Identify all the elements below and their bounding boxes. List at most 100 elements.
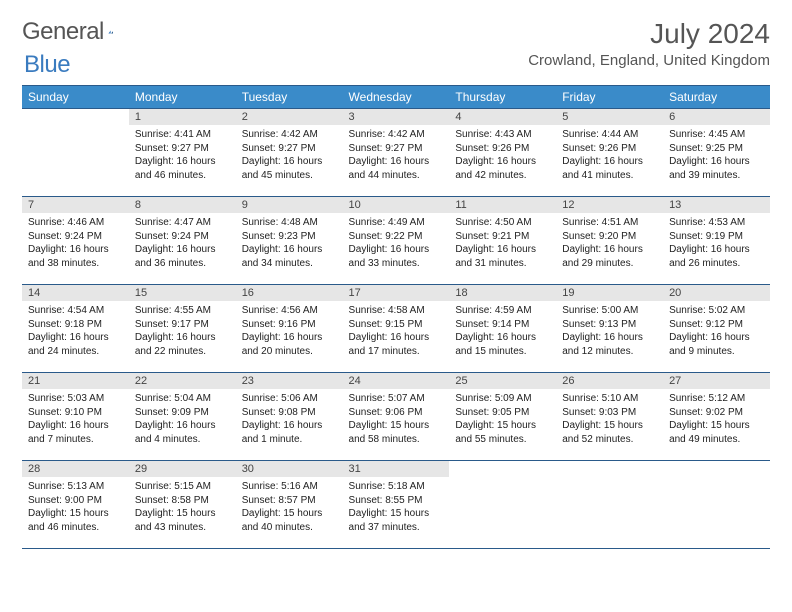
sunset-text: Sunset: 9:23 PM xyxy=(242,230,337,244)
daylight-line1: Daylight: 16 hours xyxy=(242,155,337,169)
day-cell: 4Sunrise: 4:43 AMSunset: 9:26 PMDaylight… xyxy=(449,109,556,197)
sunrise-text: Sunrise: 5:07 AM xyxy=(349,392,444,406)
sunset-text: Sunset: 9:09 PM xyxy=(135,406,230,420)
day-details: Sunrise: 5:13 AMSunset: 9:00 PMDaylight:… xyxy=(22,477,129,538)
daylight-line1: Daylight: 15 hours xyxy=(242,507,337,521)
day-cell: 2Sunrise: 4:42 AMSunset: 9:27 PMDaylight… xyxy=(236,109,343,197)
day-details: Sunrise: 4:47 AMSunset: 9:24 PMDaylight:… xyxy=(129,213,236,274)
sunrise-text: Sunrise: 4:59 AM xyxy=(455,304,550,318)
daylight-line1: Daylight: 16 hours xyxy=(28,243,123,257)
day-number: 5 xyxy=(556,109,663,125)
day-cell: 3Sunrise: 4:42 AMSunset: 9:27 PMDaylight… xyxy=(343,109,450,197)
col-monday: Monday xyxy=(129,86,236,109)
daylight-line2: and 20 minutes. xyxy=(242,345,337,359)
daylight-line2: and 38 minutes. xyxy=(28,257,123,271)
daylight-line2: and 43 minutes. xyxy=(135,521,230,535)
day-details: Sunrise: 5:07 AMSunset: 9:06 PMDaylight:… xyxy=(343,389,450,450)
day-details: Sunrise: 5:03 AMSunset: 9:10 PMDaylight:… xyxy=(22,389,129,450)
calendar-table: Sunday Monday Tuesday Wednesday Thursday… xyxy=(22,85,770,549)
daylight-line2: and 29 minutes. xyxy=(562,257,657,271)
day-cell: 6Sunrise: 4:45 AMSunset: 9:25 PMDaylight… xyxy=(663,109,770,197)
day-number: 7 xyxy=(22,197,129,213)
logo: General xyxy=(22,18,140,46)
day-cell: 14Sunrise: 4:54 AMSunset: 9:18 PMDayligh… xyxy=(22,285,129,373)
sunrise-text: Sunrise: 5:12 AM xyxy=(669,392,764,406)
daylight-line1: Daylight: 16 hours xyxy=(242,419,337,433)
sunrise-text: Sunrise: 5:16 AM xyxy=(242,480,337,494)
day-cell: 28Sunrise: 5:13 AMSunset: 9:00 PMDayligh… xyxy=(22,461,129,549)
day-details: Sunrise: 5:02 AMSunset: 9:12 PMDaylight:… xyxy=(663,301,770,362)
sunset-text: Sunset: 9:22 PM xyxy=(349,230,444,244)
day-details: Sunrise: 4:58 AMSunset: 9:15 PMDaylight:… xyxy=(343,301,450,362)
daylight-line1: Daylight: 15 hours xyxy=(349,419,444,433)
daylight-line1: Daylight: 15 hours xyxy=(455,419,550,433)
daylight-line1: Daylight: 16 hours xyxy=(669,331,764,345)
sunrise-text: Sunrise: 5:06 AM xyxy=(242,392,337,406)
day-details: Sunrise: 4:53 AMSunset: 9:19 PMDaylight:… xyxy=(663,213,770,274)
sunrise-text: Sunrise: 4:51 AM xyxy=(562,216,657,230)
sunset-text: Sunset: 9:02 PM xyxy=(669,406,764,420)
sunrise-text: Sunrise: 4:44 AM xyxy=(562,128,657,142)
sunset-text: Sunset: 9:12 PM xyxy=(669,318,764,332)
col-wednesday: Wednesday xyxy=(343,86,450,109)
sunset-text: Sunset: 9:27 PM xyxy=(135,142,230,156)
sunset-text: Sunset: 8:55 PM xyxy=(349,494,444,508)
day-number: 13 xyxy=(663,197,770,213)
day-number: 23 xyxy=(236,373,343,389)
sunrise-text: Sunrise: 4:48 AM xyxy=(242,216,337,230)
sunset-text: Sunset: 9:00 PM xyxy=(28,494,123,508)
day-cell: 29Sunrise: 5:15 AMSunset: 8:58 PMDayligh… xyxy=(129,461,236,549)
day-header-row: Sunday Monday Tuesday Wednesday Thursday… xyxy=(22,86,770,109)
daylight-line2: and 12 minutes. xyxy=(562,345,657,359)
daylight-line2: and 52 minutes. xyxy=(562,433,657,447)
day-number: 29 xyxy=(129,461,236,477)
day-details: Sunrise: 4:45 AMSunset: 9:25 PMDaylight:… xyxy=(663,125,770,186)
sunset-text: Sunset: 8:58 PM xyxy=(135,494,230,508)
day-details: Sunrise: 4:59 AMSunset: 9:14 PMDaylight:… xyxy=(449,301,556,362)
sunrise-text: Sunrise: 4:50 AM xyxy=(455,216,550,230)
day-number: 26 xyxy=(556,373,663,389)
col-friday: Friday xyxy=(556,86,663,109)
day-number: 19 xyxy=(556,285,663,301)
day-cell: 12Sunrise: 4:51 AMSunset: 9:20 PMDayligh… xyxy=(556,197,663,285)
day-cell: 30Sunrise: 5:16 AMSunset: 8:57 PMDayligh… xyxy=(236,461,343,549)
sunrise-text: Sunrise: 5:10 AM xyxy=(562,392,657,406)
sunrise-text: Sunrise: 4:49 AM xyxy=(349,216,444,230)
daylight-line1: Daylight: 16 hours xyxy=(28,419,123,433)
day-cell: 10Sunrise: 4:49 AMSunset: 9:22 PMDayligh… xyxy=(343,197,450,285)
day-cell: 25Sunrise: 5:09 AMSunset: 9:05 PMDayligh… xyxy=(449,373,556,461)
sunset-text: Sunset: 9:20 PM xyxy=(562,230,657,244)
day-details: Sunrise: 4:55 AMSunset: 9:17 PMDaylight:… xyxy=(129,301,236,362)
sunrise-text: Sunrise: 4:47 AM xyxy=(135,216,230,230)
daylight-line2: and 46 minutes. xyxy=(135,169,230,183)
sunrise-text: Sunrise: 5:04 AM xyxy=(135,392,230,406)
sunrise-text: Sunrise: 5:18 AM xyxy=(349,480,444,494)
daylight-line2: and 49 minutes. xyxy=(669,433,764,447)
week-row: 14Sunrise: 4:54 AMSunset: 9:18 PMDayligh… xyxy=(22,285,770,373)
sunset-text: Sunset: 9:26 PM xyxy=(455,142,550,156)
daylight-line2: and 46 minutes. xyxy=(28,521,123,535)
daylight-line1: Daylight: 16 hours xyxy=(349,331,444,345)
sunrise-text: Sunrise: 4:55 AM xyxy=(135,304,230,318)
sunset-text: Sunset: 9:25 PM xyxy=(669,142,764,156)
day-details: Sunrise: 4:54 AMSunset: 9:18 PMDaylight:… xyxy=(22,301,129,362)
title-block: July 2024 Crowland, England, United King… xyxy=(528,18,770,69)
day-details: Sunrise: 4:46 AMSunset: 9:24 PMDaylight:… xyxy=(22,213,129,274)
day-cell: 16Sunrise: 4:56 AMSunset: 9:16 PMDayligh… xyxy=(236,285,343,373)
day-number: 16 xyxy=(236,285,343,301)
sunrise-text: Sunrise: 4:53 AM xyxy=(669,216,764,230)
sunset-text: Sunset: 9:24 PM xyxy=(135,230,230,244)
sunset-text: Sunset: 9:27 PM xyxy=(242,142,337,156)
daylight-line2: and 17 minutes. xyxy=(349,345,444,359)
day-details: Sunrise: 4:56 AMSunset: 9:16 PMDaylight:… xyxy=(236,301,343,362)
day-cell: 1Sunrise: 4:41 AMSunset: 9:27 PMDaylight… xyxy=(129,109,236,197)
sunrise-text: Sunrise: 4:42 AM xyxy=(349,128,444,142)
day-number: 14 xyxy=(22,285,129,301)
day-cell xyxy=(22,109,129,197)
week-row: 28Sunrise: 5:13 AMSunset: 9:00 PMDayligh… xyxy=(22,461,770,549)
day-cell: 7Sunrise: 4:46 AMSunset: 9:24 PMDaylight… xyxy=(22,197,129,285)
daylight-line1: Daylight: 15 hours xyxy=(349,507,444,521)
sunset-text: Sunset: 9:10 PM xyxy=(28,406,123,420)
daylight-line2: and 55 minutes. xyxy=(455,433,550,447)
daylight-line2: and 41 minutes. xyxy=(562,169,657,183)
